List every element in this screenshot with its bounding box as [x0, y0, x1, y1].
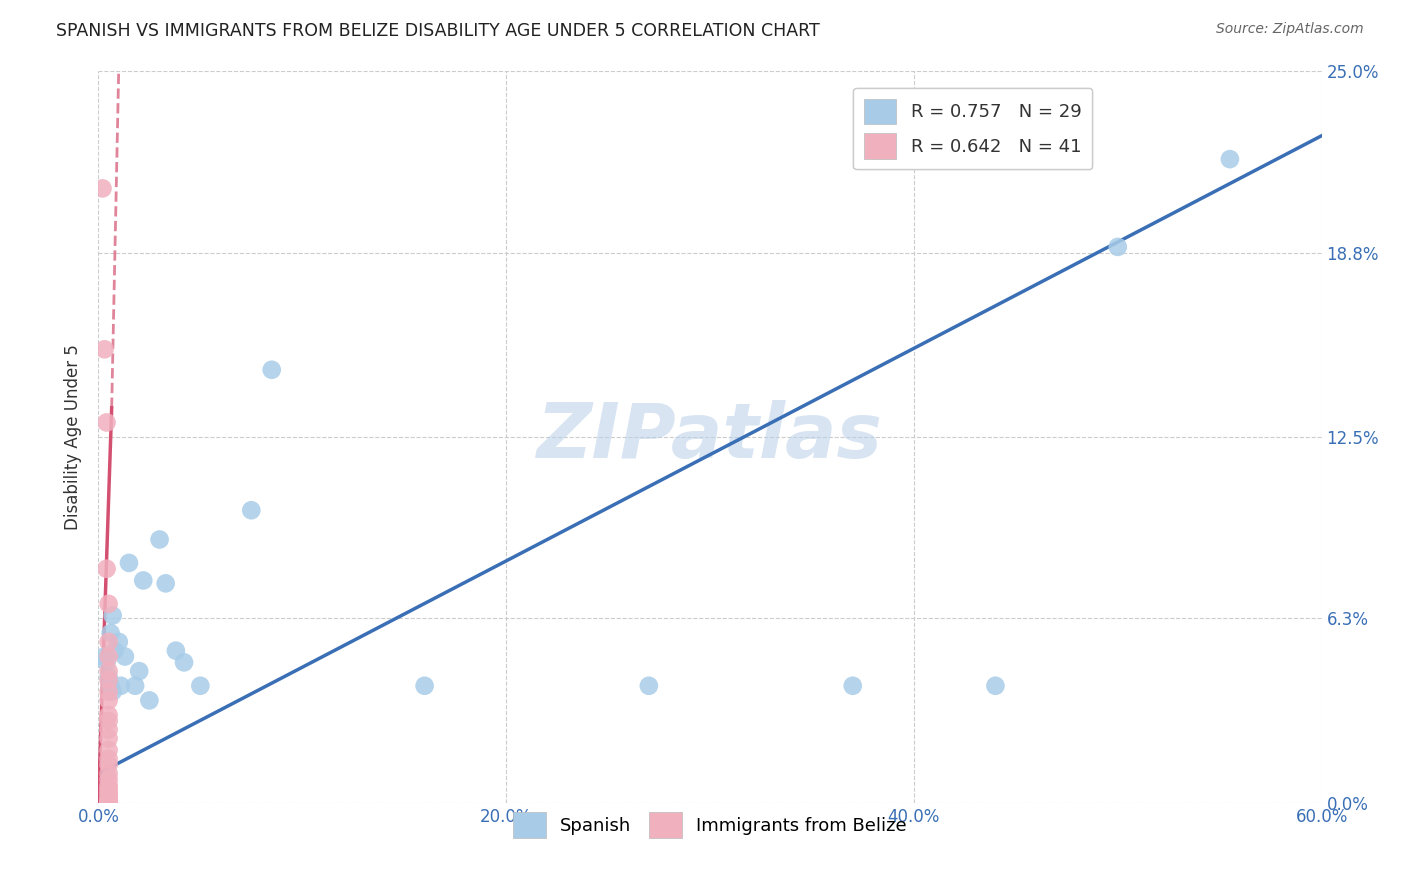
Point	[97, 635, 120, 649]
Point	[100, 626, 122, 640]
Point	[108, 635, 131, 649]
Point	[101, 608, 124, 623]
Point	[97, 796, 120, 810]
Point	[97, 793, 120, 807]
Point	[97, 793, 120, 807]
Point	[97, 796, 120, 810]
Point	[97, 796, 120, 810]
Legend: Spanish, Immigrants from Belize: Spanish, Immigrants from Belize	[506, 805, 914, 845]
Point	[97, 664, 120, 678]
Point	[104, 643, 127, 657]
Point	[97, 649, 120, 664]
Point	[1107, 240, 1129, 254]
Point	[97, 796, 120, 810]
Point	[97, 796, 120, 810]
Point	[188, 679, 212, 693]
Point	[97, 796, 120, 810]
Point	[114, 649, 136, 664]
Point	[128, 664, 150, 678]
Point	[97, 670, 120, 684]
Point	[97, 796, 120, 810]
Point	[93, 649, 115, 664]
Point	[97, 714, 120, 728]
Point	[984, 679, 1007, 693]
Point	[97, 796, 120, 810]
Point	[118, 556, 141, 570]
Point	[96, 416, 118, 430]
Point	[96, 562, 118, 576]
Point	[97, 772, 120, 787]
Point	[91, 181, 114, 195]
Point	[1219, 152, 1241, 166]
Point	[155, 576, 177, 591]
Point	[138, 693, 160, 707]
Point	[97, 752, 120, 766]
Point	[841, 679, 863, 693]
Point	[240, 503, 263, 517]
Point	[97, 787, 120, 801]
Point	[97, 693, 120, 707]
Text: Source: ZipAtlas.com: Source: ZipAtlas.com	[1216, 22, 1364, 37]
Point	[637, 679, 661, 693]
Point	[110, 679, 132, 693]
Point	[97, 684, 120, 698]
Point	[97, 673, 120, 687]
Point	[97, 784, 120, 798]
Point	[260, 363, 283, 377]
Text: SPANISH VS IMMIGRANTS FROM BELIZE DISABILITY AGE UNDER 5 CORRELATION CHART: SPANISH VS IMMIGRANTS FROM BELIZE DISABI…	[56, 22, 820, 40]
Point	[97, 789, 120, 804]
Point	[165, 643, 187, 657]
Point	[413, 679, 436, 693]
Point	[97, 731, 120, 746]
Point	[97, 757, 120, 772]
Point	[97, 597, 120, 611]
Point	[97, 766, 120, 780]
Point	[97, 743, 120, 757]
Point	[97, 796, 120, 810]
Point	[97, 778, 120, 792]
Point	[97, 708, 120, 723]
Point	[100, 679, 122, 693]
Text: ZIPatlas: ZIPatlas	[537, 401, 883, 474]
Point	[93, 343, 115, 357]
Y-axis label: Disability Age Under 5: Disability Age Under 5	[65, 344, 83, 530]
Point	[96, 656, 118, 670]
Point	[132, 574, 155, 588]
Point	[97, 796, 120, 810]
Point	[97, 723, 120, 737]
Point	[97, 796, 120, 810]
Point	[173, 656, 195, 670]
Point	[101, 684, 124, 698]
Point	[124, 679, 146, 693]
Point	[97, 796, 120, 810]
Point	[149, 533, 172, 547]
Point	[97, 796, 120, 810]
Point	[97, 781, 120, 796]
Point	[97, 796, 120, 810]
